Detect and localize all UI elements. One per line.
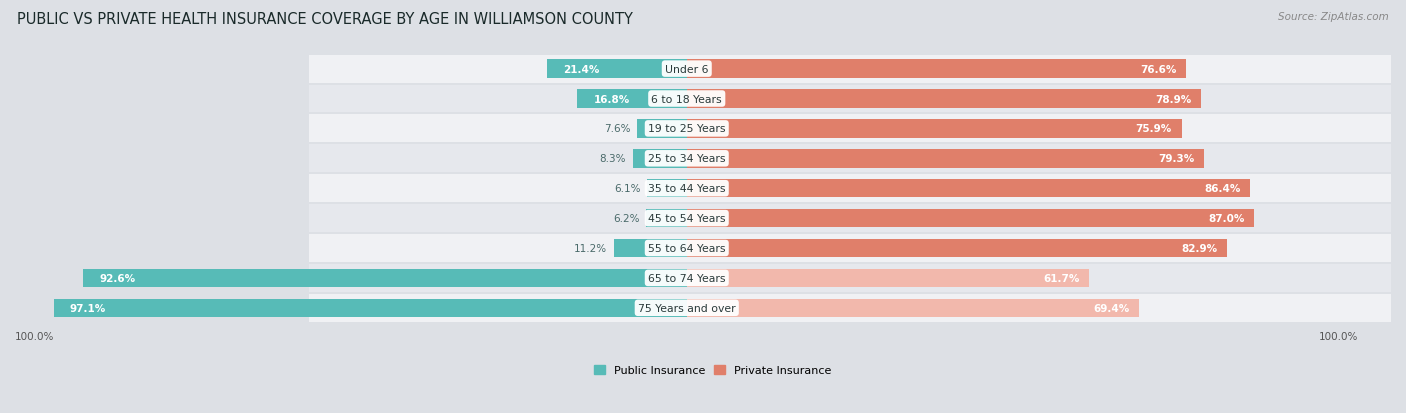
- Bar: [637, 120, 686, 138]
- Bar: [308, 56, 1391, 83]
- Bar: [308, 85, 1391, 113]
- Bar: [308, 115, 1391, 143]
- Bar: [686, 120, 1181, 138]
- Text: 6.2%: 6.2%: [613, 214, 640, 223]
- Text: Source: ZipAtlas.com: Source: ZipAtlas.com: [1278, 12, 1389, 22]
- Text: Under 6: Under 6: [665, 64, 709, 74]
- Bar: [647, 209, 686, 228]
- Bar: [53, 299, 686, 317]
- Text: PUBLIC VS PRIVATE HEALTH INSURANCE COVERAGE BY AGE IN WILLIAMSON COUNTY: PUBLIC VS PRIVATE HEALTH INSURANCE COVER…: [17, 12, 633, 27]
- Bar: [308, 294, 1391, 322]
- Text: 87.0%: 87.0%: [1208, 214, 1244, 223]
- Bar: [83, 269, 686, 287]
- Bar: [308, 145, 1391, 173]
- Bar: [686, 209, 1254, 228]
- Text: 7.6%: 7.6%: [605, 124, 631, 134]
- Bar: [308, 235, 1391, 262]
- Bar: [614, 239, 686, 258]
- Bar: [686, 90, 1201, 109]
- Text: 21.4%: 21.4%: [564, 64, 600, 74]
- Text: 35 to 44 Years: 35 to 44 Years: [648, 184, 725, 194]
- Bar: [647, 180, 686, 198]
- Text: 25 to 34 Years: 25 to 34 Years: [648, 154, 725, 164]
- Text: 75.9%: 75.9%: [1136, 124, 1173, 134]
- Text: 8.3%: 8.3%: [599, 154, 626, 164]
- Bar: [308, 264, 1391, 292]
- Text: 6 to 18 Years: 6 to 18 Years: [651, 94, 723, 104]
- Bar: [686, 150, 1204, 168]
- Bar: [633, 150, 686, 168]
- Text: 55 to 64 Years: 55 to 64 Years: [648, 243, 725, 254]
- Text: 76.6%: 76.6%: [1140, 64, 1177, 74]
- Text: 16.8%: 16.8%: [593, 94, 630, 104]
- Bar: [308, 205, 1391, 233]
- Bar: [578, 90, 686, 109]
- Bar: [686, 180, 1250, 198]
- Bar: [308, 175, 1391, 203]
- Text: 75 Years and over: 75 Years and over: [638, 303, 735, 313]
- Text: 61.7%: 61.7%: [1043, 273, 1080, 283]
- Text: 86.4%: 86.4%: [1204, 184, 1240, 194]
- Bar: [686, 60, 1187, 79]
- Text: 97.1%: 97.1%: [70, 303, 105, 313]
- Bar: [686, 269, 1090, 287]
- Text: 79.3%: 79.3%: [1157, 154, 1194, 164]
- Text: 92.6%: 92.6%: [100, 273, 135, 283]
- Text: 19 to 25 Years: 19 to 25 Years: [648, 124, 725, 134]
- Text: 6.1%: 6.1%: [614, 184, 641, 194]
- Text: 69.4%: 69.4%: [1094, 303, 1129, 313]
- Text: 65 to 74 Years: 65 to 74 Years: [648, 273, 725, 283]
- Legend: Public Insurance, Private Insurance: Public Insurance, Private Insurance: [589, 361, 837, 380]
- Text: 78.9%: 78.9%: [1156, 94, 1191, 104]
- Text: 82.9%: 82.9%: [1181, 243, 1218, 254]
- Text: 11.2%: 11.2%: [574, 243, 607, 254]
- Text: 45 to 54 Years: 45 to 54 Years: [648, 214, 725, 223]
- Bar: [686, 239, 1227, 258]
- Bar: [547, 60, 686, 79]
- Bar: [686, 299, 1139, 317]
